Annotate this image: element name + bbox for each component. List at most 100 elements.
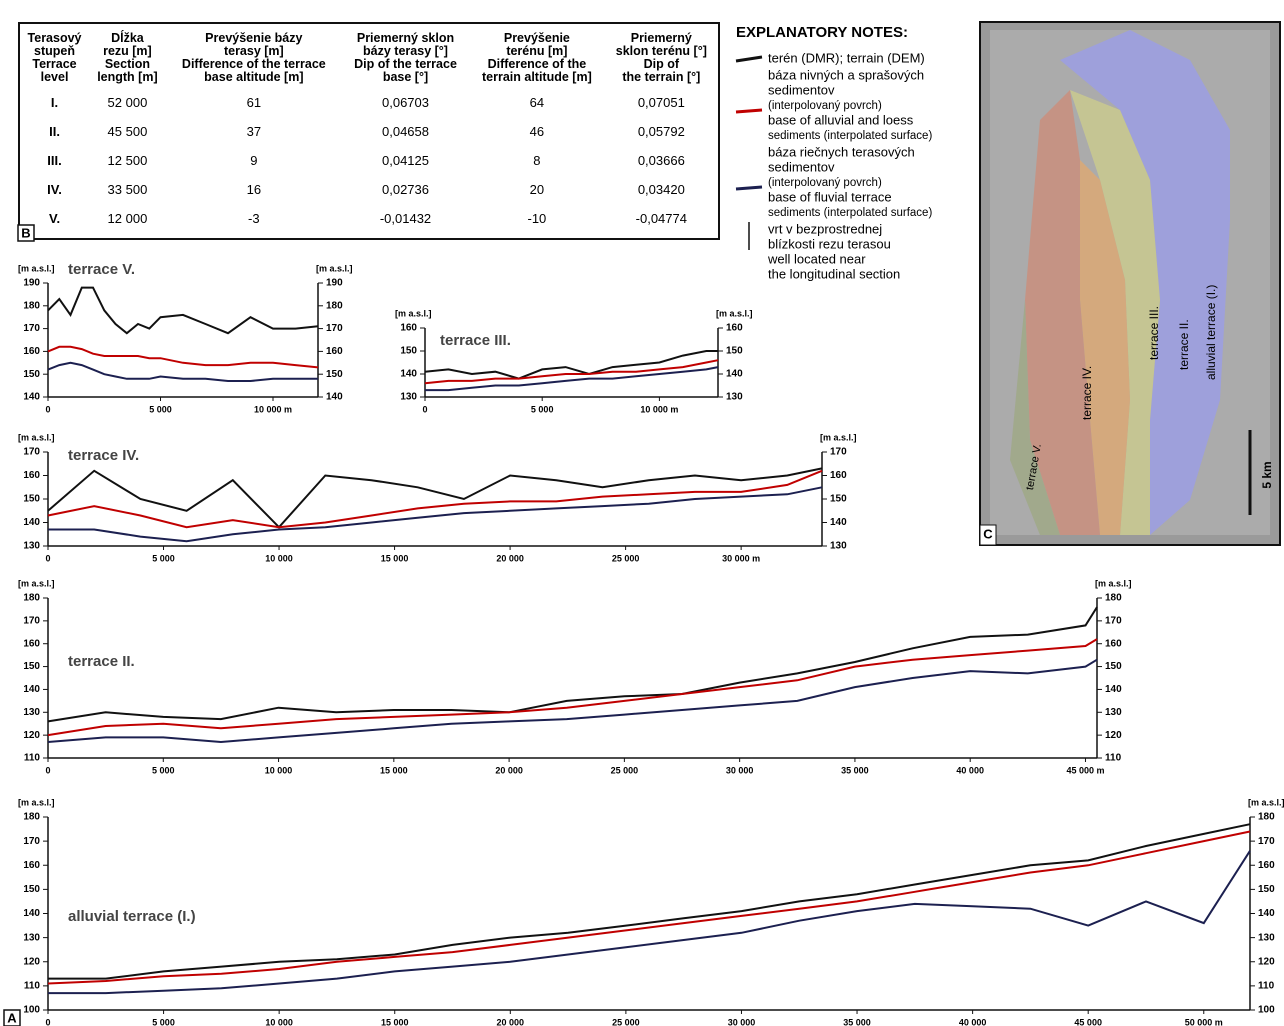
legend-text: sedimentov bbox=[768, 82, 835, 97]
legend-text: (interpolovaný povrch) bbox=[768, 177, 882, 189]
y-tick-label: 190 bbox=[326, 278, 343, 289]
x-tick-label: 5 000 bbox=[531, 404, 554, 414]
legend-text: terén (DMR); terrain (DEM) bbox=[768, 50, 925, 65]
legend-text: base of alluvial and loess bbox=[768, 112, 914, 127]
map-label: alluvial terrace (I.) bbox=[1204, 285, 1218, 380]
y-axis-label: [m a.s.l.] bbox=[18, 263, 55, 273]
y-tick-label: 110 bbox=[1258, 981, 1275, 992]
x-tick-label: 0 bbox=[45, 553, 50, 563]
panel-letter: B bbox=[21, 225, 30, 240]
chart-title: alluvial terrace (I.) bbox=[68, 908, 196, 925]
y-tick-label: 180 bbox=[23, 812, 40, 823]
x-tick-label: 25 000 bbox=[611, 765, 639, 775]
y-tick-label: 110 bbox=[24, 981, 41, 992]
y-tick-label: 130 bbox=[23, 541, 40, 552]
y-axis-label: [m a.s.l.] bbox=[716, 308, 753, 318]
chart-title: terrace III. bbox=[440, 332, 511, 349]
y-tick-label: 100 bbox=[1258, 1005, 1275, 1016]
x-tick-label: 20 000 bbox=[497, 1017, 525, 1026]
y-axis-label: [m a.s.l.] bbox=[1248, 797, 1284, 807]
legend-swatch bbox=[736, 57, 762, 61]
x-tick-label: 35 000 bbox=[841, 765, 869, 775]
y-tick-label: 130 bbox=[400, 392, 417, 403]
y-tick-label: 140 bbox=[726, 369, 743, 380]
map: C terrace V. terrace IV. terrace III. te… bbox=[980, 22, 1280, 545]
series-line bbox=[48, 824, 1250, 978]
x-tick-label: 15 000 bbox=[381, 553, 409, 563]
x-tick-label: 50 000 m bbox=[1185, 1017, 1223, 1026]
legend-text: báza riečnych terasových bbox=[768, 144, 915, 159]
y-tick-label: 130 bbox=[726, 392, 743, 403]
y-tick-label: 140 bbox=[326, 392, 343, 403]
y-axis-label: [m a.s.l.] bbox=[316, 263, 353, 273]
y-tick-label: 150 bbox=[23, 369, 40, 380]
series-line bbox=[48, 288, 318, 334]
panel-letter: C bbox=[983, 526, 993, 541]
legend-text: the longitudinal section bbox=[768, 266, 900, 281]
y-tick-label: 110 bbox=[1105, 753, 1122, 764]
y-tick-label: 160 bbox=[830, 470, 847, 481]
map-label: terrace IV. bbox=[1080, 366, 1094, 420]
x-tick-label: 25 000 bbox=[612, 553, 640, 563]
series-line bbox=[48, 363, 318, 381]
y-tick-label: 150 bbox=[23, 661, 40, 672]
y-tick-label: 180 bbox=[326, 300, 343, 311]
x-tick-label: 10 000 bbox=[265, 553, 293, 563]
x-tick-label: 10 000 bbox=[265, 765, 293, 775]
y-tick-label: 140 bbox=[1258, 908, 1275, 919]
legend-text: base of fluvial terrace bbox=[768, 189, 892, 204]
y-tick-label: 150 bbox=[23, 494, 40, 505]
y-axis-label: [m a.s.l.] bbox=[18, 578, 55, 588]
x-tick-label: 20 000 bbox=[495, 765, 523, 775]
x-tick-label: 5 000 bbox=[152, 765, 175, 775]
y-tick-label: 120 bbox=[1258, 956, 1275, 967]
y-tick-label: 120 bbox=[23, 956, 40, 967]
chart-title: terrace IV. bbox=[68, 447, 139, 464]
legend-text: well located near bbox=[767, 251, 866, 266]
figure: TerasovýstupeňTerracelevelDĺžkarezu [m]S… bbox=[0, 0, 1284, 1026]
x-tick-label: 0 bbox=[422, 404, 427, 414]
legend-text: (interpolovaný povrch) bbox=[768, 100, 882, 112]
legend-text: sedimentov bbox=[768, 159, 835, 174]
legend-text: blízkosti rezu terasou bbox=[768, 236, 891, 251]
chart-title: terrace II. bbox=[68, 653, 135, 670]
y-tick-label: 130 bbox=[1258, 932, 1275, 943]
y-tick-label: 140 bbox=[23, 517, 40, 528]
y-tick-label: 120 bbox=[23, 730, 40, 741]
x-tick-label: 10 000 m bbox=[640, 404, 678, 414]
y-tick-label: 130 bbox=[1105, 707, 1122, 718]
map-label: terrace II. bbox=[1177, 319, 1191, 370]
x-tick-label: 5 000 bbox=[152, 1017, 175, 1026]
y-tick-label: 130 bbox=[23, 932, 40, 943]
y-tick-label: 150 bbox=[830, 494, 847, 505]
y-tick-label: 120 bbox=[1105, 730, 1122, 741]
y-axis-label: [m a.s.l.] bbox=[1095, 578, 1132, 588]
y-tick-label: 150 bbox=[726, 346, 743, 357]
y-tick-label: 170 bbox=[1258, 836, 1275, 847]
x-tick-label: 45 000 m bbox=[1066, 765, 1104, 775]
y-tick-label: 170 bbox=[23, 323, 40, 334]
x-tick-label: 40 000 bbox=[959, 1017, 987, 1026]
y-tick-label: 150 bbox=[400, 346, 417, 357]
y-tick-label: 140 bbox=[23, 908, 40, 919]
y-axis-label: [m a.s.l.] bbox=[395, 308, 432, 318]
y-tick-label: 130 bbox=[23, 707, 40, 718]
y-tick-label: 160 bbox=[23, 470, 40, 481]
x-tick-label: 5 000 bbox=[152, 553, 175, 563]
legend-swatch bbox=[736, 110, 762, 112]
y-tick-label: 190 bbox=[23, 278, 40, 289]
y-tick-label: 130 bbox=[830, 541, 847, 552]
legend-title: EXPLANATORY NOTES: bbox=[736, 24, 908, 41]
y-tick-label: 160 bbox=[23, 346, 40, 357]
y-tick-label: 110 bbox=[24, 753, 41, 764]
y-tick-label: 160 bbox=[23, 638, 40, 649]
y-tick-label: 140 bbox=[23, 684, 40, 695]
x-tick-label: 0 bbox=[45, 404, 50, 414]
chart-title: terrace V. bbox=[68, 261, 135, 278]
panel-letter: A bbox=[7, 1010, 17, 1025]
legend-text: báza nivných a sprašových bbox=[768, 67, 924, 82]
y-tick-label: 160 bbox=[1258, 860, 1275, 871]
y-tick-label: 140 bbox=[400, 369, 417, 380]
y-tick-label: 180 bbox=[1258, 812, 1275, 823]
x-tick-label: 35 000 bbox=[843, 1017, 871, 1026]
